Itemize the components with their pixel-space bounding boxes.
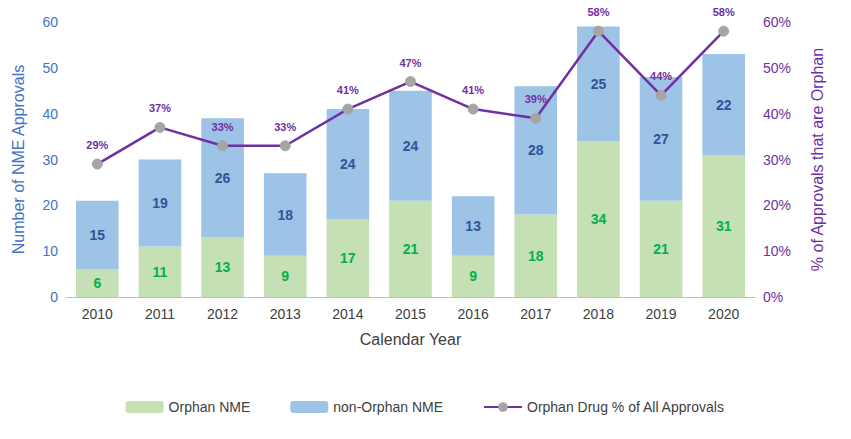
svg-text:21: 21 [653, 241, 669, 257]
svg-text:33%: 33% [274, 121, 296, 133]
svg-text:11: 11 [153, 264, 168, 280]
svg-text:30%: 30% [763, 152, 791, 168]
svg-text:37%: 37% [149, 102, 171, 114]
svg-text:13: 13 [215, 259, 231, 275]
svg-text:19: 19 [152, 195, 168, 211]
svg-text:0%: 0% [763, 289, 783, 305]
svg-text:40%: 40% [763, 106, 791, 122]
svg-text:29%: 29% [86, 139, 108, 151]
svg-text:24: 24 [340, 156, 356, 172]
svg-text:10: 10 [42, 243, 58, 259]
svg-text:17: 17 [340, 250, 356, 266]
svg-text:44%: 44% [650, 70, 672, 82]
svg-text:34: 34 [591, 211, 607, 227]
svg-text:31: 31 [716, 218, 732, 234]
svg-text:18: 18 [528, 248, 544, 264]
svg-text:2013: 2013 [270, 306, 301, 322]
svg-text:Number of NME Approvals: Number of NME Approvals [10, 65, 27, 254]
svg-text:50%: 50% [763, 60, 791, 76]
svg-text:20: 20 [42, 197, 58, 213]
svg-text:40: 40 [42, 106, 58, 122]
svg-text:9: 9 [281, 268, 289, 284]
svg-text:Orphan NME: Orphan NME [169, 399, 251, 415]
svg-text:10%: 10% [763, 243, 791, 259]
svg-text:0: 0 [50, 289, 58, 305]
svg-text:2016: 2016 [458, 306, 489, 322]
svg-text:28: 28 [528, 142, 544, 158]
svg-text:41%: 41% [337, 84, 359, 96]
svg-text:22: 22 [716, 97, 732, 113]
svg-text:2010: 2010 [82, 306, 113, 322]
svg-text:non-Orphan NME: non-Orphan NME [333, 399, 443, 415]
svg-text:47%: 47% [399, 57, 421, 69]
svg-text:30: 30 [42, 152, 58, 168]
svg-text:2019: 2019 [645, 306, 676, 322]
svg-text:2020: 2020 [708, 306, 739, 322]
svg-text:9: 9 [469, 268, 477, 284]
svg-text:24: 24 [403, 138, 419, 154]
svg-text:2015: 2015 [395, 306, 426, 322]
svg-text:20%: 20% [763, 197, 791, 213]
svg-text:Calendar Year: Calendar Year [360, 331, 462, 348]
svg-text:Orphan Drug % of All Approvals: Orphan Drug % of All Approvals [527, 399, 724, 415]
svg-text:25: 25 [591, 76, 607, 92]
svg-text:50: 50 [42, 60, 58, 76]
svg-text:2011: 2011 [145, 306, 175, 322]
svg-text:26: 26 [215, 170, 231, 186]
svg-text:60%: 60% [763, 14, 791, 30]
svg-text:13: 13 [465, 218, 481, 234]
svg-text:% of Approvals that are Orphan: % of Approvals that are Orphan [809, 48, 826, 271]
svg-text:58%: 58% [587, 6, 609, 18]
svg-text:27: 27 [653, 131, 669, 147]
svg-text:6: 6 [93, 275, 101, 291]
svg-text:18: 18 [277, 207, 293, 223]
svg-text:39%: 39% [525, 93, 547, 105]
svg-text:15: 15 [90, 227, 106, 243]
svg-text:21: 21 [403, 241, 419, 257]
svg-text:2017: 2017 [520, 306, 551, 322]
svg-text:41%: 41% [462, 84, 484, 96]
svg-text:2018: 2018 [583, 306, 614, 322]
svg-text:2014: 2014 [332, 306, 363, 322]
svg-text:60: 60 [42, 14, 58, 30]
svg-text:2012: 2012 [207, 306, 238, 322]
svg-text:33%: 33% [212, 121, 234, 133]
svg-text:58%: 58% [713, 6, 735, 18]
